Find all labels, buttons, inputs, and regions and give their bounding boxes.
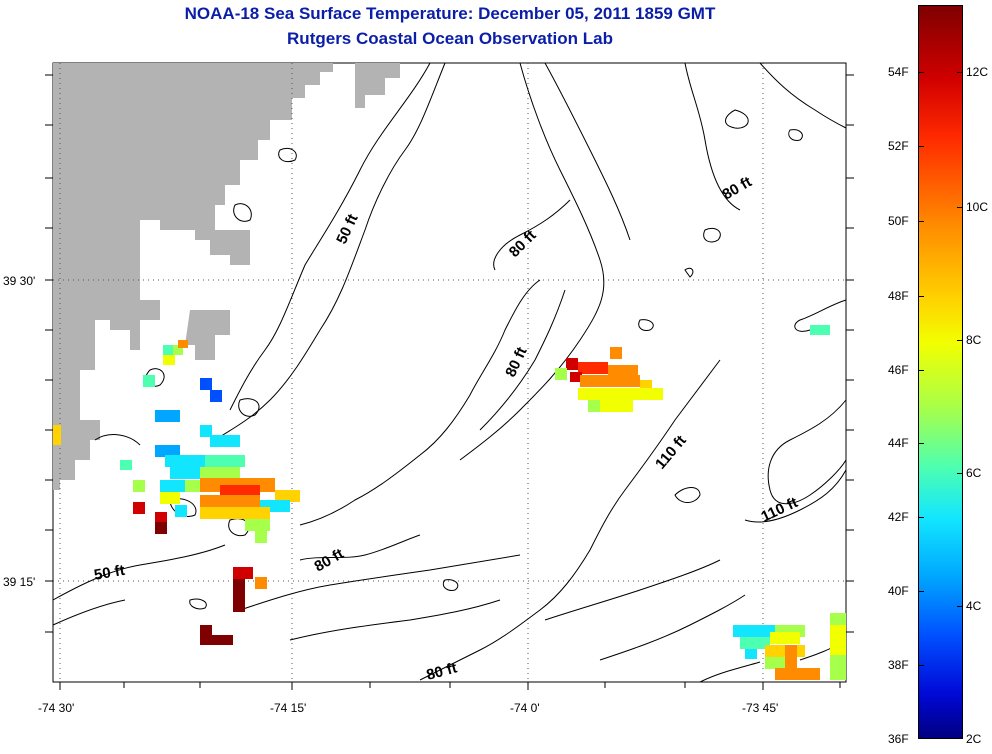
colorbar-label-f: 48F bbox=[888, 289, 909, 303]
colorbar-label-f: 36F bbox=[888, 732, 909, 746]
land-island bbox=[185, 310, 230, 360]
colorbar-label-f: 46F bbox=[888, 363, 909, 377]
colorbar-tick bbox=[918, 517, 924, 518]
colorbar-label-c: 12C bbox=[966, 65, 989, 79]
colorbar-tick bbox=[918, 591, 924, 592]
colorbar-tick bbox=[957, 207, 963, 208]
y-tick-label: 39 30' bbox=[3, 274, 35, 288]
colorbar-label-f: 54F bbox=[888, 65, 909, 79]
x-tick-label: -74 0' bbox=[510, 701, 540, 715]
colorbar-label-f: 52F bbox=[888, 139, 909, 153]
colorbar-label-c: 2C bbox=[966, 732, 982, 746]
colorbar bbox=[918, 5, 963, 739]
colorbar-tick bbox=[918, 370, 924, 371]
x-tick-label: -74 30' bbox=[38, 701, 74, 715]
x-tick-label: -74 15' bbox=[270, 701, 306, 715]
colorbar-tick bbox=[957, 72, 963, 73]
colorbar-label-f: 38F bbox=[888, 658, 909, 672]
bathymetry-contours bbox=[52, 62, 847, 683]
axis-ticks bbox=[45, 74, 854, 690]
colorbar-tick bbox=[957, 473, 963, 474]
sst-pixels-coastal bbox=[53, 340, 300, 645]
colorbar-tick bbox=[918, 665, 924, 666]
colorbar-label-c: 4C bbox=[966, 599, 982, 613]
colorbar-label-c: 8C bbox=[966, 333, 982, 347]
colorbar-label-c: 6C bbox=[966, 466, 982, 480]
colorbar-label-f: 44F bbox=[888, 436, 909, 450]
y-tick-label: 39 15' bbox=[3, 575, 35, 589]
sst-pixels-southeast bbox=[733, 613, 846, 680]
colorbar-label-f: 42F bbox=[888, 510, 909, 524]
colorbar-label-f: 40F bbox=[888, 584, 909, 598]
colorbar-tick bbox=[918, 296, 924, 297]
colorbar-tick bbox=[918, 221, 924, 222]
land-mass bbox=[53, 63, 333, 490]
colorbar-tick bbox=[957, 340, 963, 341]
x-tick-label: -73 45' bbox=[742, 701, 778, 715]
map-subtitle: Rutgers Coastal Ocean Observation Lab bbox=[287, 29, 613, 48]
colorbar-label-c: 10C bbox=[966, 200, 989, 214]
colorbar-tick bbox=[918, 72, 924, 73]
contour-label-50ft-south: 50 ft bbox=[93, 562, 126, 584]
grid-lines bbox=[53, 63, 846, 682]
land-ne bbox=[355, 63, 400, 108]
colorbar-tick bbox=[918, 146, 924, 147]
colorbar-tick bbox=[957, 606, 963, 607]
colorbar-tick bbox=[918, 443, 924, 444]
colorbar-label-f: 50F bbox=[888, 214, 909, 228]
sst-pixels-offshore bbox=[555, 325, 830, 412]
map-title: NOAA-18 Sea Surface Temperature: Decembe… bbox=[184, 4, 716, 23]
